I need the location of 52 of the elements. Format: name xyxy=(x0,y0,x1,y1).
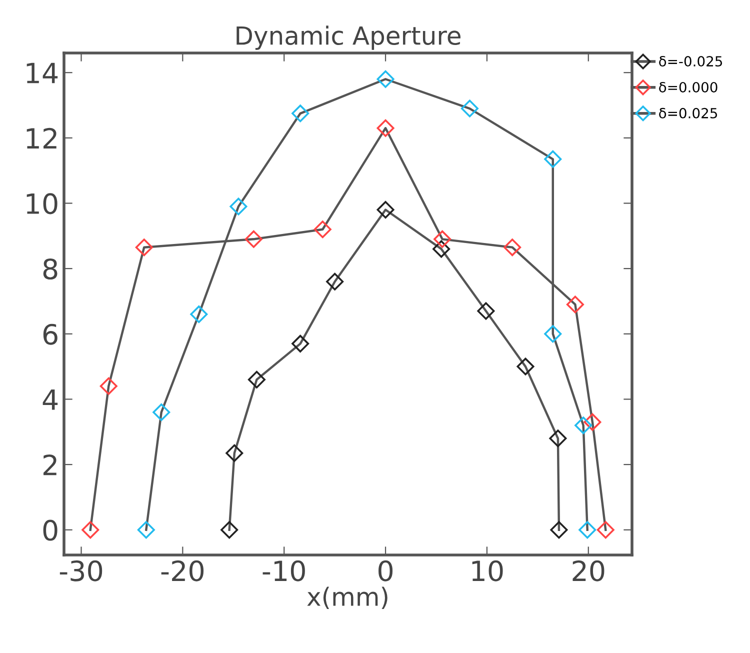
point xyxy=(504,238,522,256)
point xyxy=(434,230,452,248)
y-tick-label: 8 xyxy=(43,258,58,280)
point xyxy=(226,444,244,462)
point xyxy=(596,521,614,539)
x-tick-label: -10 xyxy=(262,560,305,582)
y-tick-label: 12 xyxy=(26,128,56,148)
x-tick-label: -30 xyxy=(60,560,102,582)
point xyxy=(578,521,596,539)
y-tick-label: 10 xyxy=(26,193,58,214)
point xyxy=(326,272,344,290)
point xyxy=(544,325,562,343)
y-tick-label: 0 xyxy=(43,520,58,541)
legend-label: δ=0.025 xyxy=(659,108,718,118)
point xyxy=(137,521,155,539)
y-tick-label: 4 xyxy=(42,390,58,410)
point xyxy=(152,404,170,422)
point xyxy=(220,521,238,539)
point xyxy=(190,306,208,324)
legend-label: δ=-0.025 xyxy=(659,56,722,67)
point xyxy=(376,119,394,137)
point xyxy=(584,413,602,431)
point xyxy=(544,150,562,168)
point xyxy=(135,238,153,256)
point xyxy=(574,416,592,434)
point xyxy=(376,201,394,219)
point xyxy=(292,334,310,352)
point xyxy=(248,370,266,388)
legend-label: δ=0.000 xyxy=(659,82,718,92)
point xyxy=(477,302,495,320)
point xyxy=(100,377,118,395)
x-tick-label: -20 xyxy=(161,560,204,582)
point xyxy=(244,230,262,248)
point xyxy=(314,220,332,238)
y-tick-label: 6 xyxy=(43,324,58,345)
point xyxy=(292,104,310,122)
x-axis-title: x(mm) xyxy=(307,586,388,610)
point xyxy=(82,521,100,539)
point xyxy=(230,198,248,216)
point xyxy=(432,240,450,258)
point xyxy=(460,100,478,118)
x-tick-label: 0 xyxy=(378,560,393,582)
point xyxy=(550,521,568,539)
x-tick-label: 10 xyxy=(472,560,503,582)
point xyxy=(516,358,534,376)
y-tick-label: 14 xyxy=(26,62,58,84)
chart-title: Dynamic Aperture xyxy=(236,26,460,50)
point xyxy=(549,430,567,448)
y-tick-label: 2 xyxy=(44,454,56,476)
x-tick-label: 20 xyxy=(572,560,604,582)
point xyxy=(566,296,584,314)
point xyxy=(376,70,394,88)
